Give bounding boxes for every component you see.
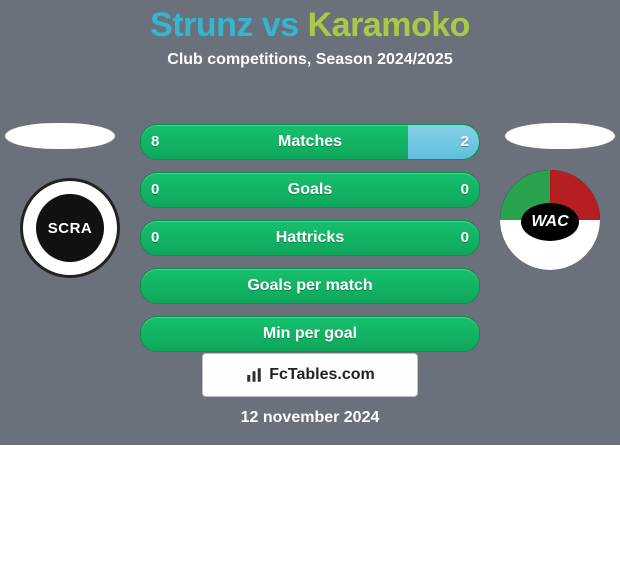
stat-left-value: 8 bbox=[151, 125, 189, 159]
page-title: Strunz vs Karamoko bbox=[0, 0, 620, 45]
player1-pill bbox=[5, 123, 115, 149]
stat-right-value: 0 bbox=[431, 221, 469, 255]
player2-pill bbox=[505, 123, 615, 149]
stat-label: Goals bbox=[288, 181, 332, 198]
stat-right-value: 2 bbox=[431, 125, 469, 159]
player1-badge-text: SCRA bbox=[36, 194, 104, 262]
player2-badge-text: WAC bbox=[521, 203, 579, 241]
stat-row-hattricks: 0 Hattricks 0 bbox=[140, 220, 480, 256]
snapshot-date: 12 november 2024 bbox=[0, 409, 620, 427]
footer-site-box[interactable]: FcTables.com bbox=[202, 353, 418, 397]
stat-right-value bbox=[431, 269, 469, 303]
subtitle: Club competitions, Season 2024/2025 bbox=[0, 51, 620, 69]
chart-bars-icon bbox=[245, 366, 263, 384]
title-player2: Karamoko bbox=[308, 6, 470, 44]
stat-row-matches: 8 Matches 2 bbox=[140, 124, 480, 160]
stat-left-value bbox=[151, 269, 189, 303]
stat-left-value bbox=[151, 317, 189, 351]
stat-left-value: 0 bbox=[151, 221, 189, 255]
title-vs: vs bbox=[262, 6, 299, 44]
stat-label: Matches bbox=[278, 133, 342, 150]
player1-badge: SCRA bbox=[20, 178, 120, 278]
footer-site-text: FcTables.com bbox=[269, 366, 375, 384]
title-player1: Strunz bbox=[150, 6, 253, 44]
stat-row-gpm: Goals per match bbox=[140, 268, 480, 304]
stat-right-value bbox=[431, 317, 469, 351]
panel: Strunz vs Karamoko Club competitions, Se… bbox=[0, 0, 620, 445]
player2-badge: WAC bbox=[500, 170, 600, 270]
stat-label: Goals per match bbox=[247, 277, 372, 294]
stat-row-goals: 0 Goals 0 bbox=[140, 172, 480, 208]
stat-left-value: 0 bbox=[151, 173, 189, 207]
stat-label: Hattricks bbox=[276, 229, 344, 246]
stat-row-mpg: Min per goal bbox=[140, 316, 480, 352]
stat-label: Min per goal bbox=[263, 325, 357, 342]
stage: Strunz vs Karamoko Club competitions, Se… bbox=[0, 0, 620, 580]
stat-bars: 8 Matches 2 0 Goals 0 0 Hattricks 0 Goal… bbox=[140, 124, 480, 364]
stat-right-value: 0 bbox=[431, 173, 469, 207]
